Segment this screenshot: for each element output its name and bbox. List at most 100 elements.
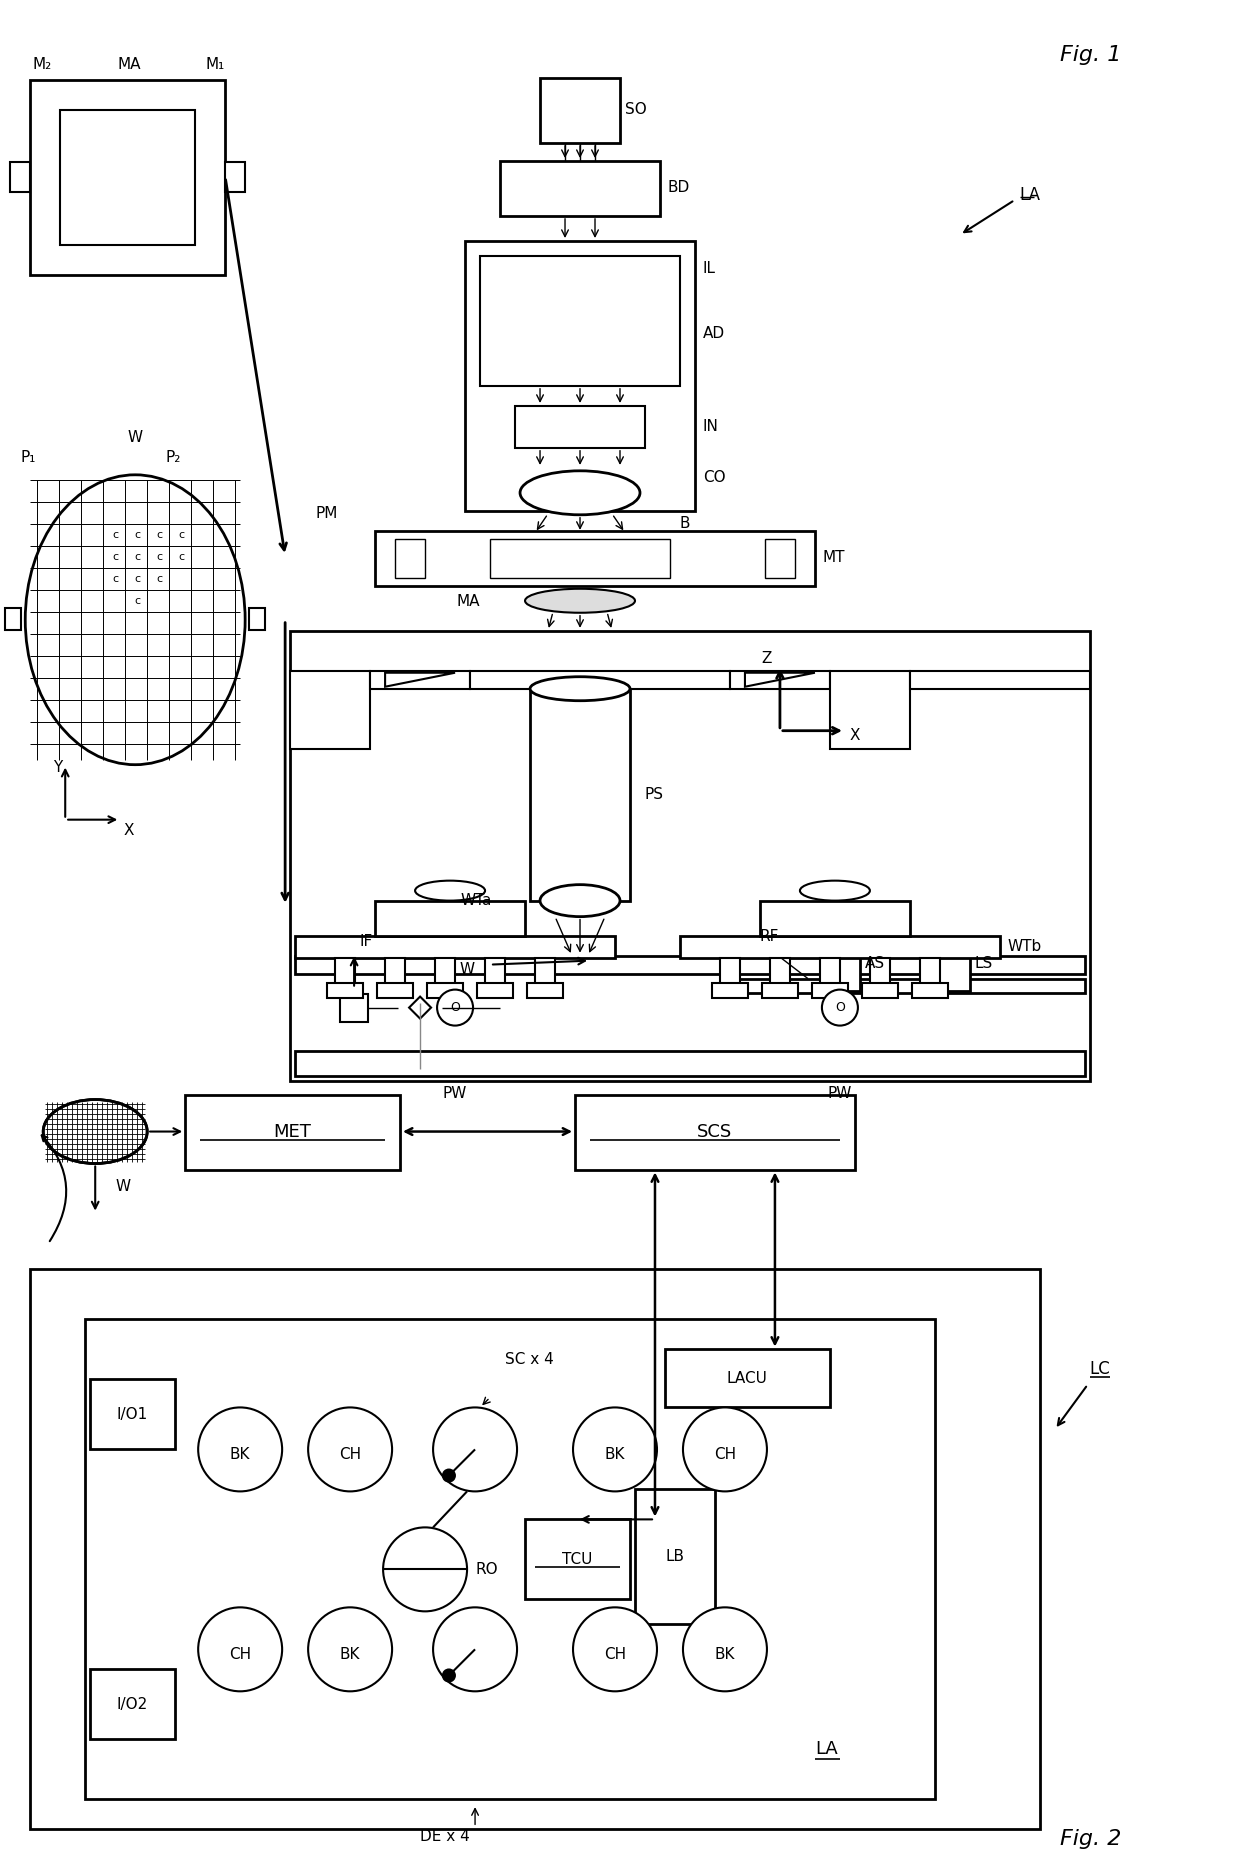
Text: PW: PW: [443, 1085, 467, 1100]
Ellipse shape: [520, 471, 640, 516]
Bar: [820, 950, 859, 991]
Text: Y: Y: [53, 761, 62, 775]
Text: PW: PW: [828, 1085, 852, 1100]
Bar: [340, 994, 368, 1022]
Bar: [541, 78, 620, 143]
Text: c: c: [134, 551, 140, 562]
Bar: [370, 672, 470, 688]
Text: Fig. 1: Fig. 1: [1060, 45, 1121, 65]
Ellipse shape: [43, 1100, 148, 1163]
Circle shape: [436, 989, 472, 1026]
Text: BD: BD: [668, 180, 691, 195]
Bar: [91, 1670, 175, 1740]
Bar: [862, 983, 898, 998]
Ellipse shape: [25, 475, 246, 764]
Bar: [226, 161, 246, 191]
Text: c: c: [112, 573, 118, 584]
Bar: [515, 406, 645, 447]
Ellipse shape: [415, 881, 485, 902]
Text: c: c: [112, 551, 118, 562]
Bar: [327, 983, 363, 998]
Text: LA: LA: [1019, 186, 1040, 204]
Bar: [500, 161, 660, 215]
Bar: [712, 983, 748, 998]
Text: CH: CH: [604, 1647, 626, 1662]
Text: TCU: TCU: [562, 1553, 593, 1567]
Bar: [5, 608, 21, 629]
Bar: [490, 538, 670, 577]
Circle shape: [683, 1408, 768, 1491]
Text: LACU: LACU: [727, 1371, 768, 1386]
Bar: [91, 1380, 175, 1449]
Bar: [295, 935, 615, 957]
Text: c: c: [179, 531, 185, 540]
Text: RO: RO: [475, 1562, 497, 1577]
Text: SC x 4: SC x 4: [505, 1352, 554, 1367]
Text: WTa: WTa: [460, 892, 491, 909]
Ellipse shape: [800, 881, 870, 902]
Text: BK: BK: [229, 1447, 250, 1462]
Bar: [910, 672, 1090, 688]
Bar: [770, 957, 790, 987]
Circle shape: [433, 1408, 517, 1491]
Bar: [61, 109, 195, 245]
Text: MA: MA: [118, 58, 140, 72]
Bar: [290, 631, 1090, 1081]
Text: LA: LA: [815, 1740, 838, 1759]
Text: PM: PM: [315, 506, 337, 521]
Polygon shape: [745, 673, 815, 686]
Text: I/O1: I/O1: [117, 1406, 148, 1423]
Circle shape: [383, 1527, 467, 1612]
Text: AS: AS: [866, 955, 885, 972]
Text: O: O: [835, 1002, 844, 1015]
Bar: [249, 608, 265, 629]
Ellipse shape: [541, 885, 620, 916]
Text: X: X: [123, 822, 134, 838]
Text: B: B: [680, 516, 691, 531]
Bar: [830, 672, 910, 749]
Text: Z: Z: [761, 651, 773, 666]
Text: LS: LS: [975, 955, 993, 972]
Text: BK: BK: [340, 1647, 361, 1662]
Text: c: c: [134, 531, 140, 540]
Bar: [930, 950, 970, 991]
Bar: [477, 983, 513, 998]
Bar: [465, 241, 694, 510]
Polygon shape: [386, 673, 455, 686]
Text: WTb: WTb: [1008, 939, 1042, 953]
Bar: [485, 957, 505, 987]
Text: IN: IN: [703, 419, 719, 434]
Text: MET: MET: [273, 1122, 311, 1141]
Text: CH: CH: [339, 1447, 361, 1462]
Text: IF: IF: [360, 933, 372, 948]
Text: PS: PS: [645, 787, 663, 801]
Bar: [295, 1050, 1085, 1076]
Bar: [435, 957, 455, 987]
Text: X: X: [849, 729, 861, 744]
Bar: [761, 983, 797, 998]
Bar: [427, 983, 463, 998]
Bar: [525, 1519, 630, 1599]
Text: W: W: [115, 1178, 130, 1193]
Circle shape: [433, 1606, 517, 1692]
Bar: [396, 538, 425, 577]
Text: MT: MT: [823, 551, 846, 566]
Text: Fig. 2: Fig. 2: [1060, 1829, 1121, 1849]
Bar: [534, 957, 556, 987]
Text: AD: AD: [703, 326, 725, 341]
Bar: [527, 983, 563, 998]
Text: c: c: [134, 595, 140, 607]
Text: BK: BK: [605, 1447, 625, 1462]
Text: c: c: [112, 531, 118, 540]
Text: c: c: [156, 551, 162, 562]
Text: CH: CH: [229, 1647, 252, 1662]
Bar: [720, 957, 740, 987]
Bar: [820, 957, 839, 987]
Circle shape: [573, 1606, 657, 1692]
Circle shape: [308, 1606, 392, 1692]
Text: W: W: [128, 430, 143, 445]
Text: M₁: M₁: [205, 58, 224, 72]
Bar: [30, 80, 226, 275]
Text: W: W: [460, 963, 475, 978]
Bar: [374, 531, 815, 586]
